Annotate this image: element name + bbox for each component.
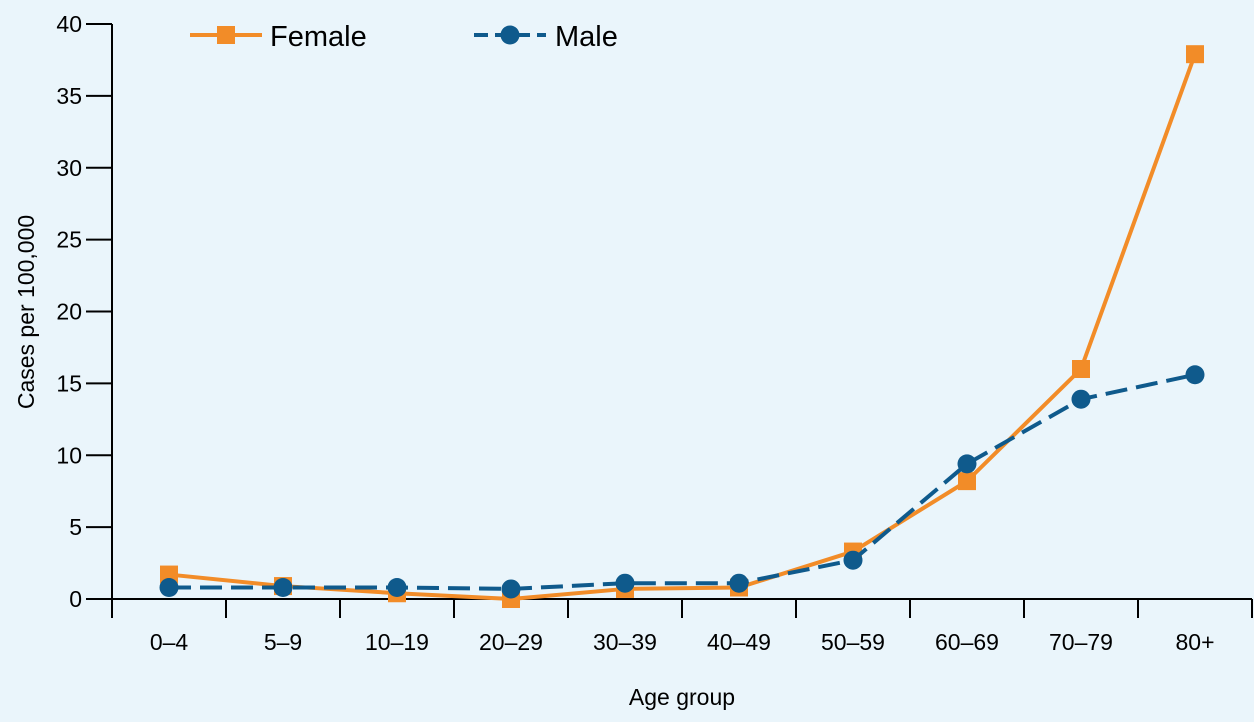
y-tick-label: 0: [69, 586, 82, 612]
series-male: [159, 365, 1205, 599]
x-tick-label: 80+: [1175, 629, 1214, 655]
data-point-male: [1185, 365, 1205, 385]
data-point-male: [843, 550, 863, 570]
y-tick-label: 30: [56, 155, 82, 181]
x-tick-label: 30–39: [593, 629, 657, 655]
x-tick-label: 40–49: [707, 629, 771, 655]
x-tick-label: 70–79: [1049, 629, 1113, 655]
data-point-female: [160, 565, 178, 584]
y-tick-label: 25: [56, 227, 82, 253]
series-female: [160, 45, 1204, 608]
x-tick-label: 10–19: [365, 629, 429, 655]
series-group: [159, 45, 1205, 608]
legend-item-male: Male: [474, 21, 618, 53]
x-tick-label: 60–69: [935, 629, 999, 655]
data-point-male: [1071, 389, 1091, 409]
y-tick-label: 40: [56, 11, 82, 37]
legend-marker-female: [217, 26, 235, 44]
data-point-male: [957, 454, 977, 474]
axes: 0 5 10 15 20 25 30 35 40 0–4 5–9 10–19 20–29 30–39 40–…: [56, 11, 1253, 655]
y-tick-label: 15: [56, 370, 82, 396]
data-point-male: [615, 573, 635, 593]
legend-item-female: Female: [190, 21, 367, 53]
y-tick-label: 20: [56, 299, 82, 325]
series-line-female: [168, 53, 1197, 601]
y-tick-label: 10: [56, 442, 82, 468]
data-point-female: [1072, 360, 1090, 378]
data-point-male: [729, 573, 749, 593]
data-point-male: [501, 579, 521, 599]
data-point-female: [958, 472, 976, 491]
legend-label-female: Female: [270, 21, 367, 53]
x-tick-label: 20–29: [479, 629, 543, 655]
legend-marker-male: [500, 25, 520, 45]
y-axis-title: Cases per 100,000: [13, 215, 39, 409]
x-tick-label: 5–9: [264, 629, 302, 655]
legend: Female Male: [190, 21, 618, 53]
data-point-male: [273, 578, 293, 597]
y-tick-label: 35: [56, 83, 82, 109]
series-line-male: [169, 372, 1196, 591]
legend-label-male: Male: [555, 21, 618, 53]
data-point-male: [159, 578, 179, 597]
data-point-male: [387, 578, 407, 597]
x-axis-title: Age group: [629, 684, 735, 710]
data-point-female: [1186, 45, 1204, 64]
x-tick-label: 0–4: [150, 629, 189, 655]
y-tick-label: 5: [69, 514, 82, 540]
x-tick-label: 50–59: [821, 629, 885, 655]
